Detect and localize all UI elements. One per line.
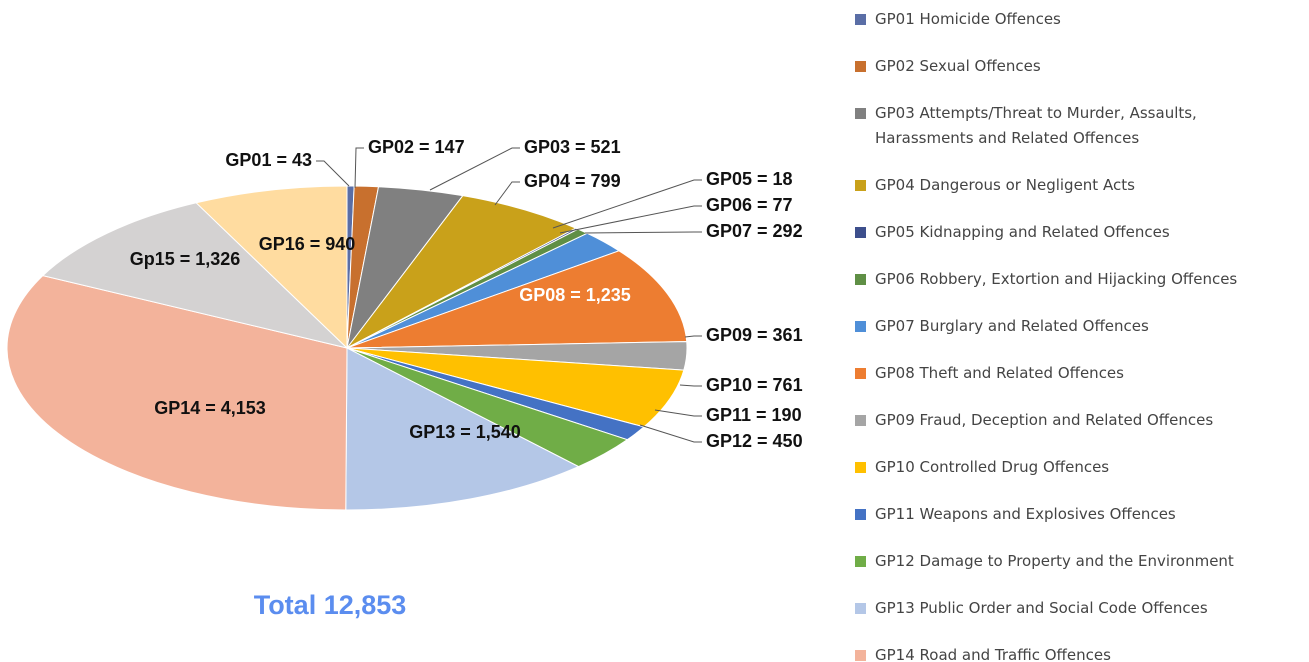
data-label: GP05 = 18 bbox=[706, 169, 793, 189]
pie-slice bbox=[346, 195, 577, 349]
leader-line bbox=[679, 384, 702, 387]
legend-label: GP06 Robbery, Extortion and Hijacking Of… bbox=[875, 270, 1238, 288]
data-label: Gp15 = 1,326 bbox=[130, 249, 241, 269]
legend-swatch bbox=[855, 603, 866, 614]
leader-line bbox=[354, 147, 364, 189]
legend-item: GP04 Dangerous or Negligent Acts bbox=[855, 173, 1265, 198]
data-label: GP12 = 450 bbox=[706, 431, 803, 451]
legend-swatch bbox=[855, 227, 866, 238]
legend-label: GP14 Road and Traffic Offences bbox=[875, 646, 1111, 662]
legend-item: GP02 Sexual Offences bbox=[855, 54, 1265, 79]
leader-line bbox=[684, 335, 702, 338]
legend-item: GP08 Theft and Related Offences bbox=[855, 361, 1265, 386]
legend-item: GP03 Attempts/Threat to Murder, Assaults… bbox=[855, 101, 1265, 151]
pie-slice bbox=[346, 250, 688, 349]
legend-label: GP09 Fraud, Deception and Related Offenc… bbox=[875, 411, 1214, 429]
data-label: GP01 = 43 bbox=[225, 150, 312, 170]
data-label: GP11 = 190 bbox=[706, 405, 802, 425]
legend-label: GP03 Attempts/Threat to Murder, Assaults… bbox=[875, 104, 1197, 147]
legend-item: GP13 Public Order and Social Code Offenc… bbox=[855, 596, 1265, 621]
data-label: GP07 = 292 bbox=[706, 221, 803, 241]
data-label: GP04 = 799 bbox=[524, 171, 621, 191]
leader-line bbox=[316, 160, 350, 187]
legend-item: GP06 Robbery, Extortion and Hijacking Of… bbox=[855, 267, 1265, 292]
legend-item: GP11 Weapons and Explosives Offences bbox=[855, 502, 1265, 527]
pie-slice bbox=[195, 185, 348, 350]
leader-line bbox=[559, 205, 702, 234]
data-label: GP16 = 940 bbox=[259, 234, 356, 254]
pie-slice bbox=[6, 275, 348, 511]
legend-swatch bbox=[855, 180, 866, 191]
total-label: Total 12,853 bbox=[254, 590, 407, 620]
data-label: GP03 = 521 bbox=[524, 137, 621, 157]
data-label: GP10 = 761 bbox=[706, 375, 803, 395]
legend-swatch bbox=[855, 108, 866, 119]
legend-item: GP05 Kidnapping and Related Offences bbox=[855, 220, 1265, 245]
pie-slice bbox=[41, 202, 349, 349]
legend-label: GP02 Sexual Offences bbox=[875, 57, 1041, 75]
pie-slice bbox=[346, 347, 685, 428]
legend-swatch bbox=[855, 14, 866, 25]
legend-swatch bbox=[855, 61, 866, 72]
legend-swatch bbox=[855, 274, 866, 285]
chart: Total 12,853 GP01 = 43 GP02 = 147 GP03 = 5… bbox=[6, 137, 803, 620]
legend-swatch bbox=[855, 650, 866, 661]
legend-item: GP01 Homicide Offences bbox=[855, 7, 1265, 32]
legend-item: GP12 Damage to Property and the Environm… bbox=[855, 549, 1265, 574]
data-label: GP13 = 1,540 bbox=[409, 422, 521, 442]
legend-item: GP09 Fraud, Deception and Related Offenc… bbox=[855, 408, 1265, 433]
legend-item: GP14 Road and Traffic Offences bbox=[855, 643, 1265, 662]
legend: GP01 Homicide Offences GP02 Sexual Offenc… bbox=[855, 7, 1265, 662]
data-label: GP06 = 77 bbox=[706, 195, 793, 215]
legend-label: GP13 Public Order and Social Code Offenc… bbox=[875, 599, 1208, 617]
legend-swatch bbox=[855, 415, 866, 426]
legend-label: GP12 Damage to Property and the Environm… bbox=[875, 552, 1234, 570]
data-label: GP02 = 147 bbox=[368, 137, 465, 157]
legend-label: GP10 Controlled Drug Offences bbox=[875, 458, 1110, 476]
leader-line bbox=[654, 409, 702, 417]
leader-line bbox=[584, 231, 702, 234]
data-label: GP09 = 361 bbox=[706, 325, 803, 345]
leader-line bbox=[639, 424, 702, 443]
leader-line bbox=[494, 181, 520, 206]
leader-line bbox=[429, 147, 520, 191]
data-label: GP14 = 4,153 bbox=[154, 398, 266, 418]
legend-label: GP01 Homicide Offences bbox=[875, 10, 1061, 28]
legend-swatch bbox=[855, 368, 866, 379]
legend-label: GP04 Dangerous or Negligent Acts bbox=[875, 176, 1135, 194]
legend-label: GP05 Kidnapping and Related Offences bbox=[875, 223, 1170, 241]
legend-swatch bbox=[855, 556, 866, 567]
legend-label: GP08 Theft and Related Offences bbox=[875, 364, 1124, 382]
pie-slice bbox=[345, 347, 580, 511]
legend-swatch bbox=[855, 509, 866, 520]
legend-swatch bbox=[855, 462, 866, 473]
legend-label: GP11 Weapons and Explosives Offences bbox=[875, 505, 1176, 523]
data-label: GP08 = 1,235 bbox=[519, 285, 631, 305]
legend-item: GP07 Burglary and Related Offences bbox=[855, 314, 1265, 339]
leader-line bbox=[552, 179, 702, 229]
legend-swatch bbox=[855, 321, 866, 332]
legend-item: GP10 Controlled Drug Offences bbox=[855, 455, 1265, 480]
legend-label: GP07 Burglary and Related Offences bbox=[875, 317, 1149, 335]
